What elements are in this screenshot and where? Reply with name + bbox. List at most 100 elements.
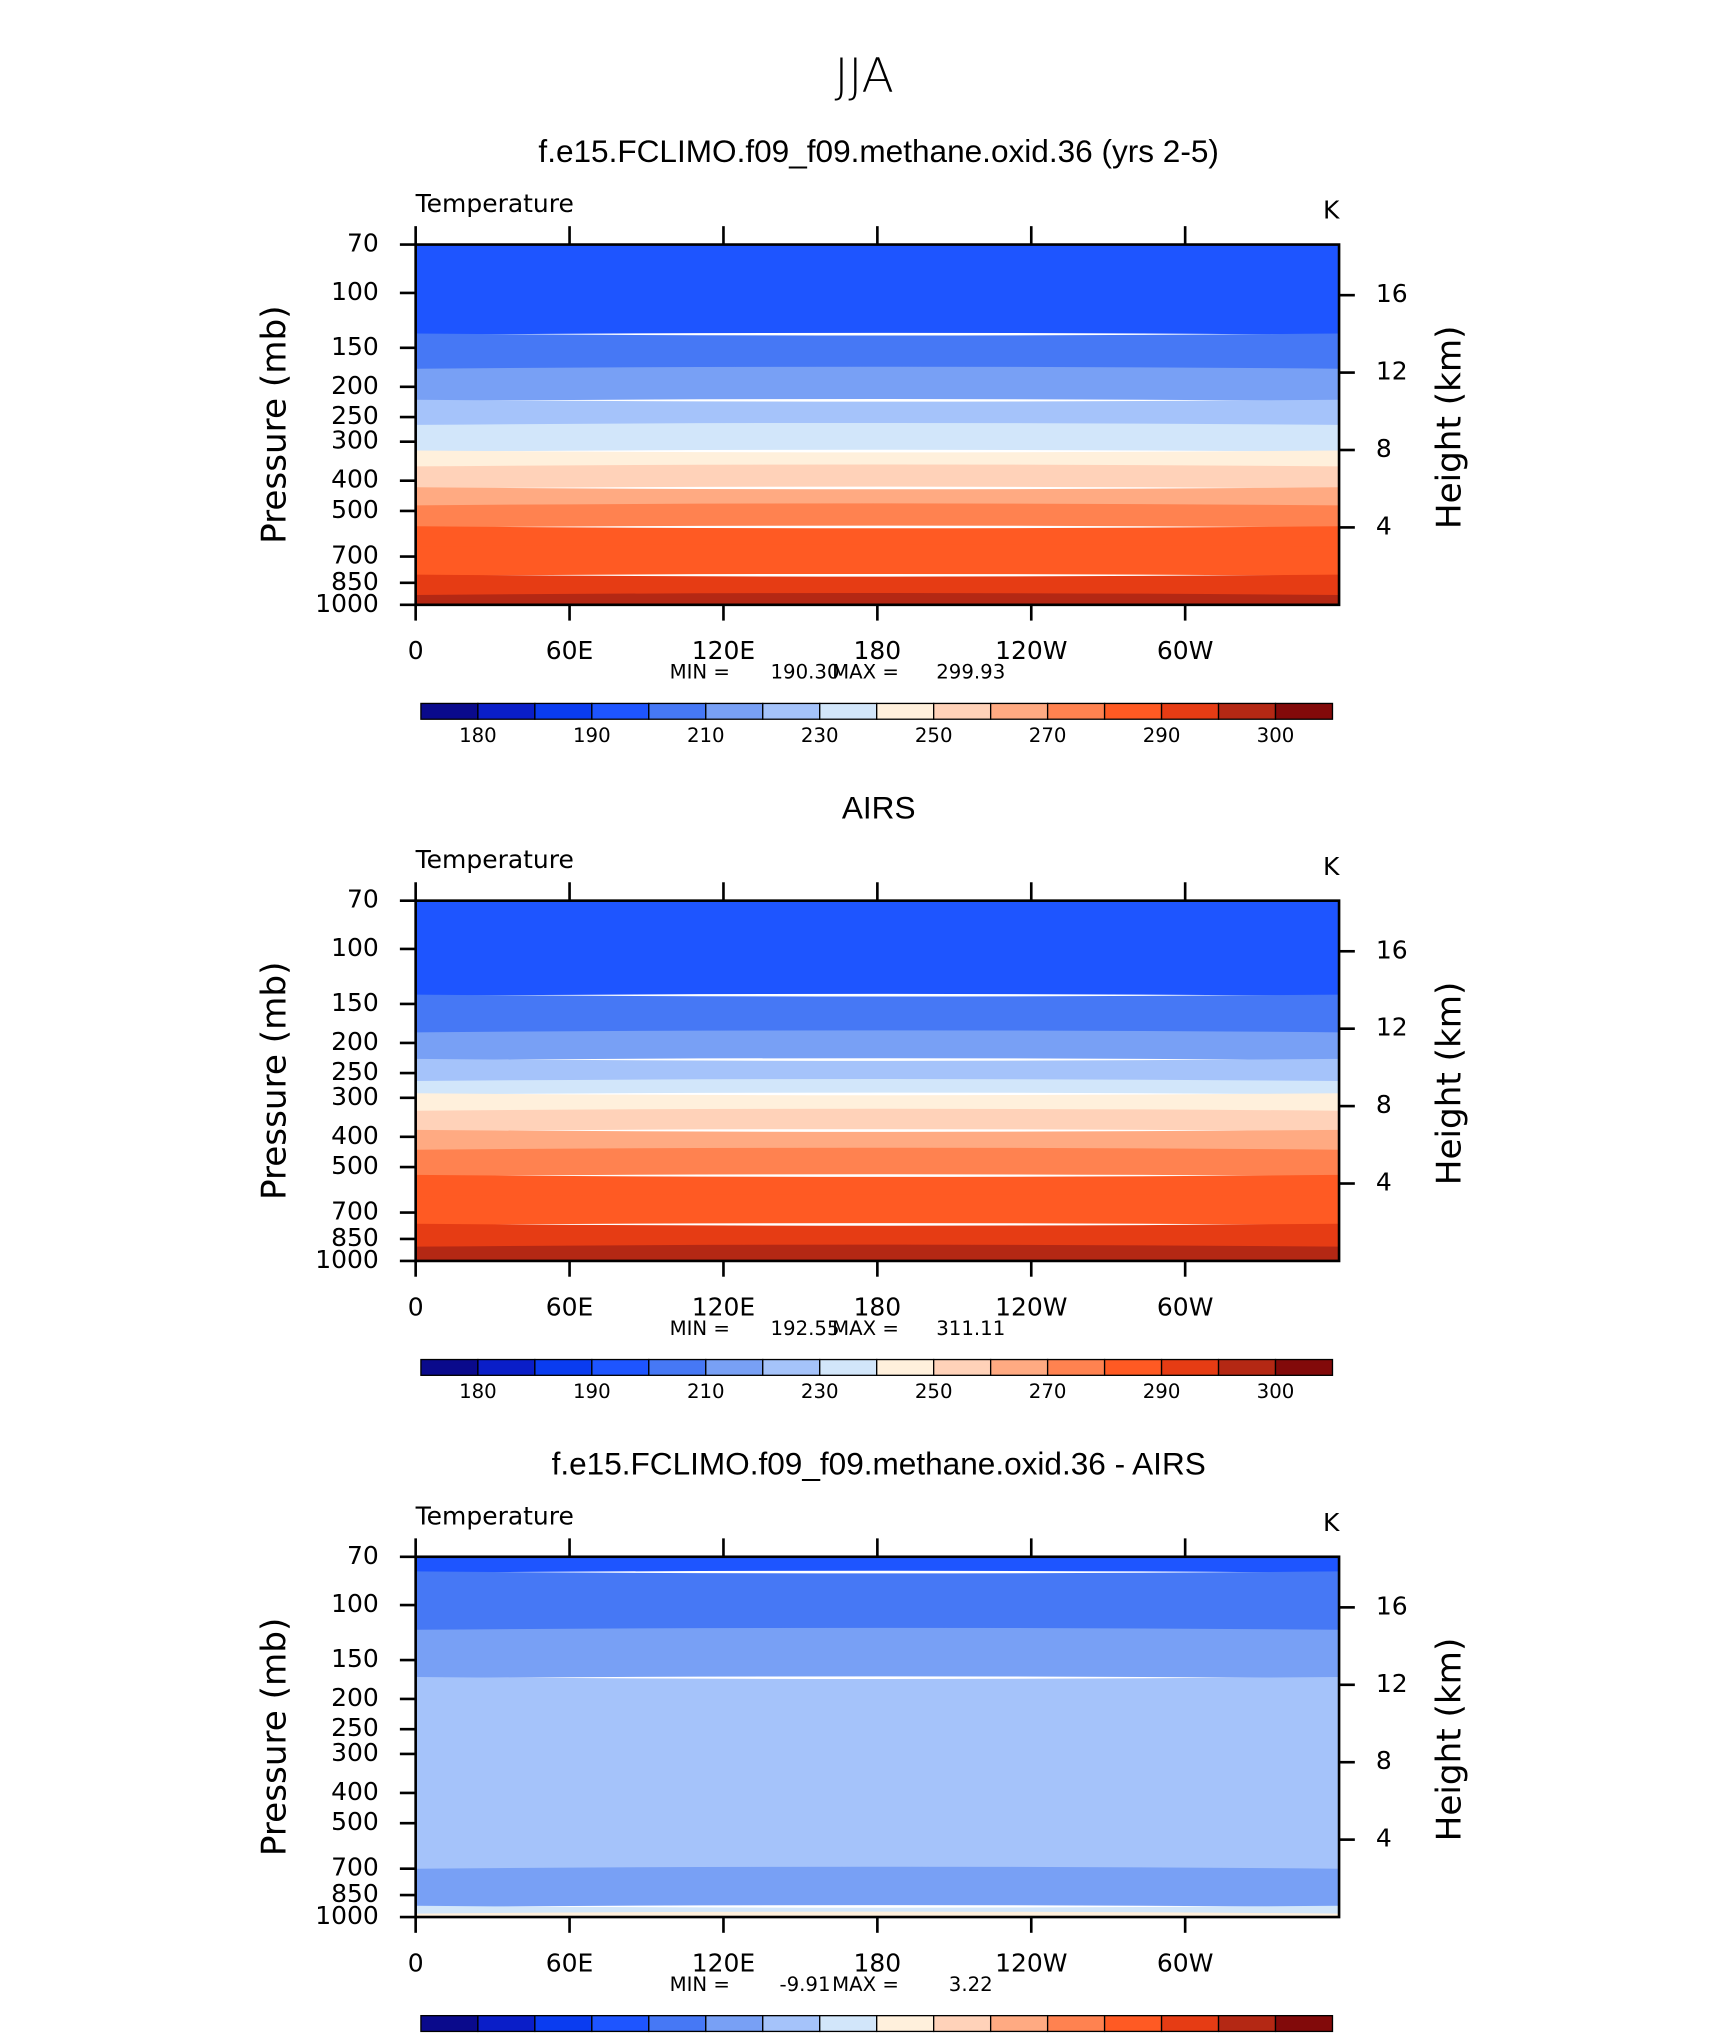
colorbar-box <box>648 2014 707 2033</box>
colorbar-box <box>1103 2014 1163 2033</box>
contour-band <box>415 333 1340 372</box>
stat-label: MIN = <box>670 1973 730 1996</box>
x-tick-label: 60W <box>1157 1292 1213 1321</box>
y2-tick-label: 8 <box>1376 1090 1392 1119</box>
contour-band <box>415 1129 1340 1153</box>
y-axis-label: Pressure (mb) <box>255 1618 295 1856</box>
contour-band <box>415 1093 1340 1115</box>
contour-band <box>415 1079 1340 1095</box>
colorbar-label: -3 <box>696 2036 716 2038</box>
colorbar-box <box>420 702 479 720</box>
y-tick-label: 500 <box>331 495 379 524</box>
colorbar-label: 1 <box>927 2036 940 2038</box>
colorbar-label: 250 <box>915 724 953 747</box>
colorbar-box <box>705 2014 764 2033</box>
x-tick-label: 120W <box>995 1948 1067 1977</box>
contour-band <box>415 244 1340 335</box>
stat-value: 299.93 <box>936 661 1005 684</box>
x-tick-label: 120E <box>692 1292 755 1321</box>
y2-tick-label: 16 <box>1376 279 1408 308</box>
y-tick-label: 1000 <box>315 589 379 618</box>
colorbar-box <box>1217 702 1277 720</box>
colorbar-label: 290 <box>1143 1380 1181 1403</box>
colorbar-box <box>534 702 593 720</box>
stat-value: 3.22 <box>949 1973 993 1996</box>
y2-tick-label: 12 <box>1376 1013 1408 1042</box>
y-tick-label: 150 <box>331 332 379 361</box>
colorbar-label: 300 <box>1257 1380 1295 1403</box>
contour-band <box>415 487 1340 509</box>
x-tick-label: 60E <box>546 1292 594 1321</box>
y-tick-label: 70 <box>347 885 379 914</box>
colorbar-label: 290 <box>1143 724 1181 747</box>
y-tick-label: 100 <box>331 277 379 306</box>
colorbar-box <box>1217 2014 1277 2033</box>
colorbar-box <box>933 2014 992 2033</box>
x-tick-label: 0 <box>408 636 424 665</box>
y2-axis-label: Height (km) <box>1429 1638 1469 1842</box>
colorbar-box <box>477 702 536 720</box>
y2-tick-label: 4 <box>1376 1824 1392 1853</box>
contour-band <box>415 1174 1340 1200</box>
contour-band <box>415 900 1340 996</box>
colorbar-box <box>591 702 650 720</box>
y-tick-label: 250 <box>331 1713 379 1742</box>
contour-band <box>415 994 1340 1036</box>
colorbar-box <box>648 702 707 720</box>
colorbar-box <box>591 2014 650 2033</box>
stat-value: 192.55 <box>771 1317 840 1340</box>
stat-label: MAX = <box>832 661 899 684</box>
colorbar-label: 210 <box>687 1380 725 1403</box>
contour-band <box>415 464 1340 489</box>
y-tick-label: 850 <box>331 1223 379 1252</box>
y2-tick-label: 12 <box>1376 1669 1408 1698</box>
y-tick-label: 400 <box>331 1121 379 1150</box>
colorbar-box <box>933 1358 992 1376</box>
contour-band <box>415 1194 1340 1226</box>
y2-tick-label: 4 <box>1376 511 1392 540</box>
y-tick-label: 850 <box>331 567 379 596</box>
colorbar-label: 230 <box>801 1380 839 1403</box>
y-tick-label: 70 <box>347 229 379 258</box>
y-tick-label: 300 <box>331 1082 379 1111</box>
colorbar-box <box>1160 702 1220 720</box>
colorbar-box <box>819 1358 878 1376</box>
contour-band <box>415 593 1340 605</box>
colorbar-label: 0 <box>870 2036 883 2038</box>
units: K <box>1323 1508 1340 1537</box>
contour-band <box>415 526 1340 550</box>
y-tick-label: 500 <box>331 1807 379 1836</box>
y-tick-label: 700 <box>331 1197 379 1226</box>
colorbar-label: -5 <box>582 2036 602 2038</box>
colorbar-box <box>1046 702 1106 720</box>
y-tick-label: 500 <box>331 1151 379 1180</box>
colorbar-box <box>762 1358 821 1376</box>
colorbar-box <box>648 1358 707 1376</box>
colorbar-box <box>477 2014 536 2033</box>
stat-value: -9.91 <box>779 1973 830 1996</box>
y-tick-label: 1000 <box>315 1901 379 1930</box>
colorbar-label: 250 <box>915 1380 953 1403</box>
x-tick-label: 180 <box>854 1948 902 1977</box>
x-tick-label: 120E <box>692 1948 755 1977</box>
colorbar-box <box>420 1358 479 1376</box>
stat-label: MIN = <box>670 661 730 684</box>
colorbar-label: 300 <box>1257 724 1295 747</box>
y-tick-label: 250 <box>331 1057 379 1086</box>
colorbar-label: 210 <box>687 724 725 747</box>
y-tick-label: 200 <box>331 371 379 400</box>
y-axis-label: Pressure (mb) <box>255 962 295 1200</box>
colorbar-box <box>819 702 878 720</box>
colorbar-label: -4 <box>639 2036 659 2038</box>
contour-band <box>415 1108 1340 1132</box>
colorbar-box <box>534 2014 593 2033</box>
colorbar-box <box>1160 1358 1220 1376</box>
colorbar-label: 180 <box>459 1380 497 1403</box>
y-tick-label: 150 <box>331 1644 379 1673</box>
contour-band <box>415 1571 1340 1634</box>
contour-band <box>415 1223 1340 1250</box>
contour-band <box>415 1147 1340 1177</box>
figure-title: JJA <box>834 49 893 104</box>
colorbar-box <box>1046 2014 1106 2033</box>
colorbar-label: 5 <box>1155 2036 1168 2038</box>
